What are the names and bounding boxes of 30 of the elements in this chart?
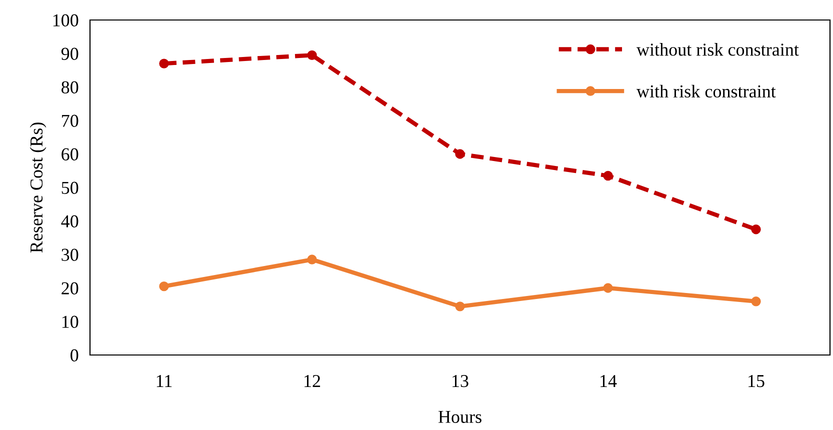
point <box>159 58 169 68</box>
y-tick-label: 90 <box>61 48 78 60</box>
x-tick-label: 15 <box>748 375 764 388</box>
y-tick-label: 50 <box>62 182 78 194</box>
point <box>603 170 613 181</box>
point <box>603 283 613 293</box>
y-tick-label: 70 <box>62 114 78 127</box>
point <box>307 50 317 60</box>
point <box>455 149 465 159</box>
y-tick-label: 30 <box>62 248 78 261</box>
x-tick-label: 14 <box>600 375 617 387</box>
legend-label: with risk constraint <box>636 84 776 98</box>
point <box>159 281 169 292</box>
point <box>751 224 761 234</box>
x-tick-label: 11 <box>156 375 172 387</box>
legend-label: without risk constraint <box>636 43 799 56</box>
y-tick-label: 20 <box>62 282 78 294</box>
point <box>307 254 317 264</box>
x-axis-title: Hours <box>438 410 482 423</box>
y-tick-label: 10 <box>62 316 78 328</box>
y-tick-label: 100 <box>53 14 78 26</box>
y-axis-title: Reserve Cost (Rs) <box>30 122 46 253</box>
y-tick-label: 0 <box>70 349 78 362</box>
y-tick-label: 80 <box>62 81 78 94</box>
y-tick-label: 40 <box>61 215 78 228</box>
y-tick-label: 60 <box>62 148 78 160</box>
x-tick-label: 12 <box>304 375 320 387</box>
point <box>751 296 761 306</box>
point <box>455 302 465 312</box>
x-tick-label: 13 <box>452 375 468 388</box>
